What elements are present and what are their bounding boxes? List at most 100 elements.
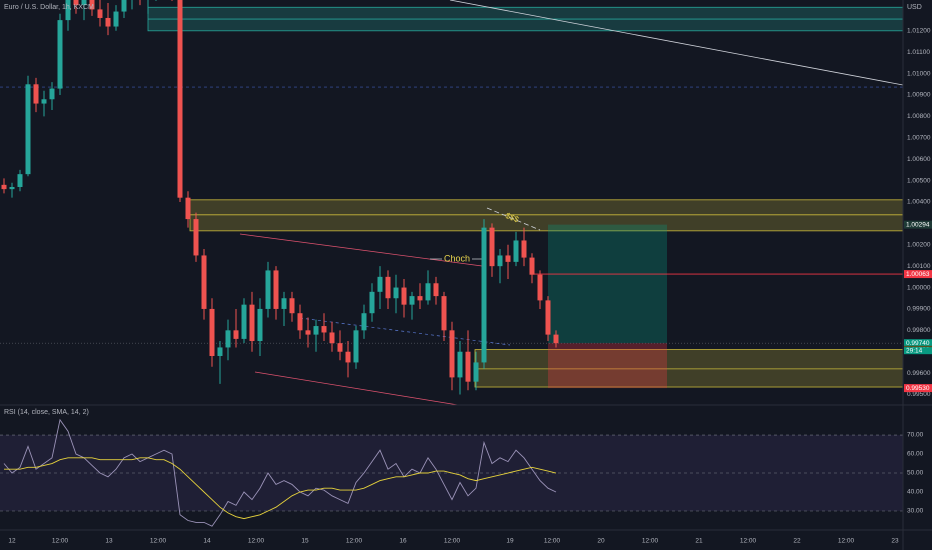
body — [337, 343, 343, 352]
y-tick-label: 1.00600 — [907, 156, 931, 163]
body — [361, 313, 367, 331]
x-tick-label: 12:00 — [444, 538, 461, 545]
x-tick-label: 23 — [891, 538, 899, 545]
x-tick-label: 12:00 — [52, 538, 69, 545]
x-tick-label: 12:00 — [346, 538, 363, 545]
rsi-line — [3, 418, 557, 527]
body — [81, 0, 87, 6]
body — [105, 17, 111, 27]
body — [97, 9, 103, 18]
body — [457, 351, 463, 378]
y-tick-label: 1.00700 — [907, 135, 931, 142]
stop-area — [548, 343, 667, 389]
body — [409, 296, 415, 305]
rsi-pane — [0, 418, 903, 527]
body — [113, 11, 119, 27]
x-tick-label: 12:00 — [150, 538, 167, 545]
body — [273, 270, 279, 309]
y-tick-label: 0.99500 — [907, 391, 931, 398]
dashed-trend — [299, 317, 511, 346]
currency: USD — [907, 4, 922, 11]
body — [513, 240, 519, 262]
x-tick-label: 19 — [506, 538, 514, 545]
body — [393, 287, 399, 299]
body — [425, 283, 431, 301]
body — [505, 255, 511, 262]
y-tick-label: 60.00 — [907, 451, 924, 458]
price-label: 0.99530 — [906, 385, 930, 392]
price-label-bg — [904, 384, 932, 393]
x-tick-label: 12:00 — [838, 538, 855, 545]
rsi-line — [4, 457, 557, 520]
price-label-bg — [904, 270, 932, 279]
body — [25, 84, 31, 175]
body — [257, 308, 263, 342]
body — [177, 0, 183, 198]
body — [289, 298, 295, 314]
body — [233, 330, 239, 339]
body — [441, 296, 447, 331]
y-tick-label: 0.99600 — [907, 370, 931, 377]
body — [401, 287, 407, 305]
body — [193, 219, 199, 256]
axes: 1.01200 1.01100 1.01000 1.00900 1.00800 1.007… — [8, 28, 932, 545]
body — [49, 88, 55, 100]
y-tick-label: 0.99900 — [907, 306, 931, 313]
y-tick-label: 1.00200 — [907, 241, 931, 248]
body — [521, 240, 527, 258]
x-tick-label: 12:00 — [248, 538, 265, 545]
y-tick-label: 1.00800 — [907, 113, 931, 120]
trend-line — [449, 0, 904, 86]
body — [417, 296, 423, 301]
annotation: Choch — [444, 253, 470, 263]
candles — [1, 0, 559, 395]
target-area — [548, 224, 667, 344]
y-tick-label: 50.00 — [907, 470, 924, 477]
body — [329, 332, 335, 344]
body — [185, 197, 191, 220]
body — [449, 330, 455, 378]
y-tick-label: 0.99800 — [907, 327, 931, 334]
body — [217, 347, 223, 357]
body — [33, 84, 39, 104]
channel-top — [239, 233, 483, 267]
x-tick-label: 16 — [399, 538, 407, 545]
y-tick-label: 1.01100 — [907, 49, 930, 56]
x-tick-label: 14 — [203, 538, 211, 545]
body — [321, 326, 327, 333]
price-label: 1.00294 — [906, 221, 930, 228]
x-tick-label: 12:00 — [740, 538, 757, 545]
body — [465, 351, 471, 382]
body — [545, 300, 551, 335]
body — [345, 351, 351, 363]
price-label: 1.00063 — [906, 271, 930, 278]
liquidity-line — [486, 207, 541, 231]
body — [41, 99, 47, 104]
countdown: 29:14 — [906, 347, 923, 354]
body — [9, 186, 15, 190]
body — [473, 362, 479, 382]
x-tick-label: 20 — [597, 538, 605, 545]
body — [497, 255, 503, 267]
zones — [0, 6, 904, 389]
x-tick-label: 15 — [301, 538, 309, 545]
x-tick-label: 12:00 — [544, 538, 561, 545]
body — [353, 330, 359, 363]
zone — [474, 349, 904, 388]
body — [121, 0, 127, 12]
y-tick-label: 1.00000 — [907, 284, 931, 291]
body — [385, 276, 391, 299]
y-tick-label: 1.00100 — [907, 263, 931, 270]
y-tick-label: 1.00400 — [907, 199, 931, 206]
body — [241, 304, 247, 339]
body — [249, 304, 255, 342]
rsi-title: RSI (14, close, SMA, 14, 2) — [4, 409, 89, 416]
y-tick-label: 1.01000 — [907, 70, 931, 77]
body — [305, 330, 311, 335]
y-tick-label: 1.01200 — [907, 28, 931, 35]
body — [553, 334, 559, 344]
body — [313, 326, 319, 335]
body — [481, 227, 487, 363]
